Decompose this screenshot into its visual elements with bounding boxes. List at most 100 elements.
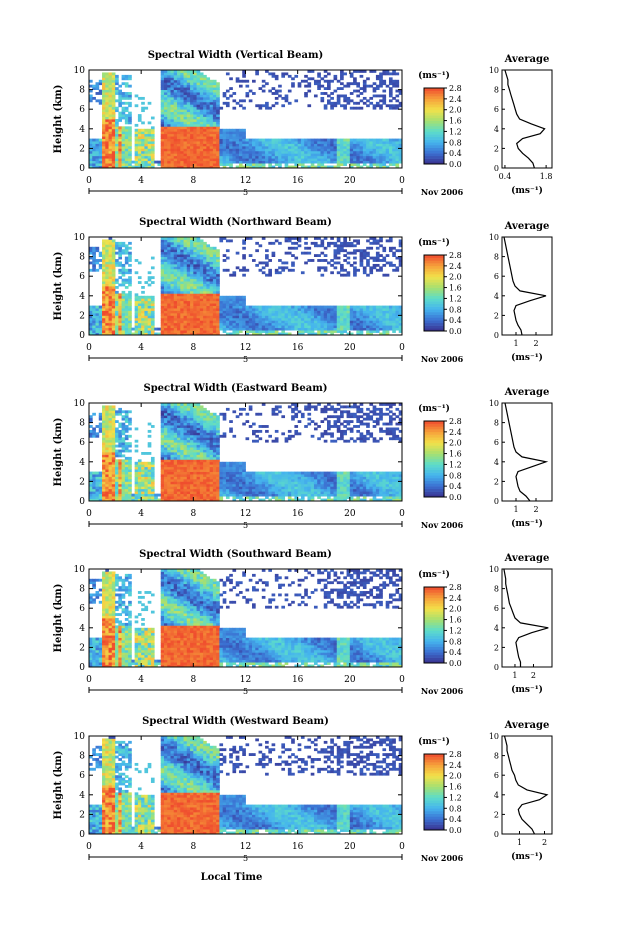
heatmap-cell [148, 308, 152, 311]
heatmap-cell [219, 306, 223, 309]
heatmap-cell [177, 269, 181, 272]
heatmap-cell [92, 249, 96, 252]
heatmap-cell [272, 144, 276, 147]
heatmap-cell [105, 445, 109, 448]
heatmap-cell [197, 139, 201, 142]
heatmap-cell [112, 126, 116, 129]
heatmap-cell [239, 156, 243, 159]
heatmap-cell [112, 306, 116, 309]
heatmap-cell [118, 467, 122, 470]
heatmap-cell [180, 72, 184, 75]
heatmap-cell [102, 457, 106, 460]
heatmap-cell [334, 156, 338, 159]
heatmap-cell [242, 156, 246, 159]
heatmap-cell [210, 296, 214, 299]
heatmap-cell [291, 247, 295, 250]
heatmap-cell [102, 249, 106, 252]
heatmap-cell [128, 435, 132, 438]
heatmap-cell [190, 271, 194, 274]
heatmap-cell [382, 315, 386, 318]
heatmap-cell [210, 301, 214, 304]
heatmap-cell [249, 328, 253, 331]
heatmap-cell [363, 87, 367, 90]
heatmap-cell [281, 325, 285, 328]
heatmap-cell [141, 144, 145, 147]
heatmap-cell [232, 92, 236, 95]
heatmap-cell [102, 425, 106, 428]
heatmap-cell [376, 311, 380, 314]
heatmap-cell [298, 161, 302, 164]
heatmap-cell [213, 109, 217, 112]
heatmap-cell [343, 259, 347, 262]
heatmap-cell [298, 325, 302, 328]
heatmap-cell [151, 153, 155, 156]
heatmap-cell [259, 315, 263, 318]
heatmap-cell [148, 271, 152, 274]
heatmap-cell [171, 315, 175, 318]
heatmap-cell [213, 296, 217, 299]
heatmap-cell [125, 129, 129, 132]
heatmap-cell [164, 72, 168, 75]
heatmap-cell [382, 264, 386, 267]
heatmap-cell [135, 306, 139, 309]
heatmap-cell [330, 311, 334, 314]
heatmap-cell [301, 315, 305, 318]
heatmap-cell [187, 284, 191, 287]
heatmap-cell [128, 318, 132, 321]
heatmap-cell [171, 136, 175, 139]
heatmap-cell [118, 104, 122, 107]
heatmap-cell [125, 325, 129, 328]
heatmap-cell [327, 318, 331, 321]
average-y-tick-label: 2 [494, 144, 499, 153]
heatmap-cell [395, 153, 399, 156]
heatmap-cell [239, 151, 243, 154]
heatmap-cell [161, 121, 165, 124]
heatmap-cell [128, 117, 132, 120]
heatmap-cell [206, 117, 210, 120]
heatmap-cell [138, 156, 142, 159]
heatmap-cell [167, 254, 171, 257]
heatmap-cell [203, 134, 207, 137]
heatmap-cell [174, 72, 178, 75]
heatmap-cell [395, 328, 399, 331]
heatmap-cell [343, 325, 347, 328]
heatmap-cell [317, 325, 321, 328]
heatmap-cell [125, 126, 129, 129]
heatmap-cell [89, 318, 93, 321]
heatmap-cell [340, 323, 344, 326]
heatmap-cell [369, 153, 373, 156]
heatmap-cell [148, 279, 152, 282]
heatmap-cell [363, 325, 367, 328]
heatmap-cell [275, 320, 279, 323]
heatmap-cell [112, 148, 116, 151]
heatmap-cell [161, 109, 165, 112]
heatmap-cell [128, 320, 132, 323]
heatmap-cell [363, 158, 367, 161]
heatmap-cell [366, 252, 370, 255]
heatmap-cell [105, 298, 109, 301]
colorbar-segment [424, 102, 444, 105]
heatmap-cell [255, 308, 259, 311]
heatmap-cell [301, 328, 305, 331]
heatmap-cell [187, 252, 191, 255]
heatmap-cell [167, 90, 171, 93]
heatmap-cell [216, 151, 220, 154]
heatmap-cell [122, 442, 126, 445]
heatmap-cell [386, 323, 390, 326]
heatmap-cell [180, 129, 184, 132]
heatmap-cell [275, 158, 279, 161]
heatmap-cell [363, 315, 367, 318]
heatmap-cell [373, 153, 377, 156]
heatmap-cell [135, 428, 139, 431]
heatmap-cell [262, 306, 266, 309]
heatmap-cell [89, 430, 93, 433]
heatmap-cell [167, 72, 171, 75]
heatmap-cell [112, 259, 116, 262]
heatmap-cell [200, 139, 204, 142]
heatmap-cell [288, 151, 292, 154]
heatmap-cell [327, 244, 331, 247]
heatmap-cell [89, 489, 93, 492]
heatmap-cell [203, 266, 207, 269]
heatmap-cell [340, 151, 344, 154]
heatmap-cell [213, 114, 217, 117]
